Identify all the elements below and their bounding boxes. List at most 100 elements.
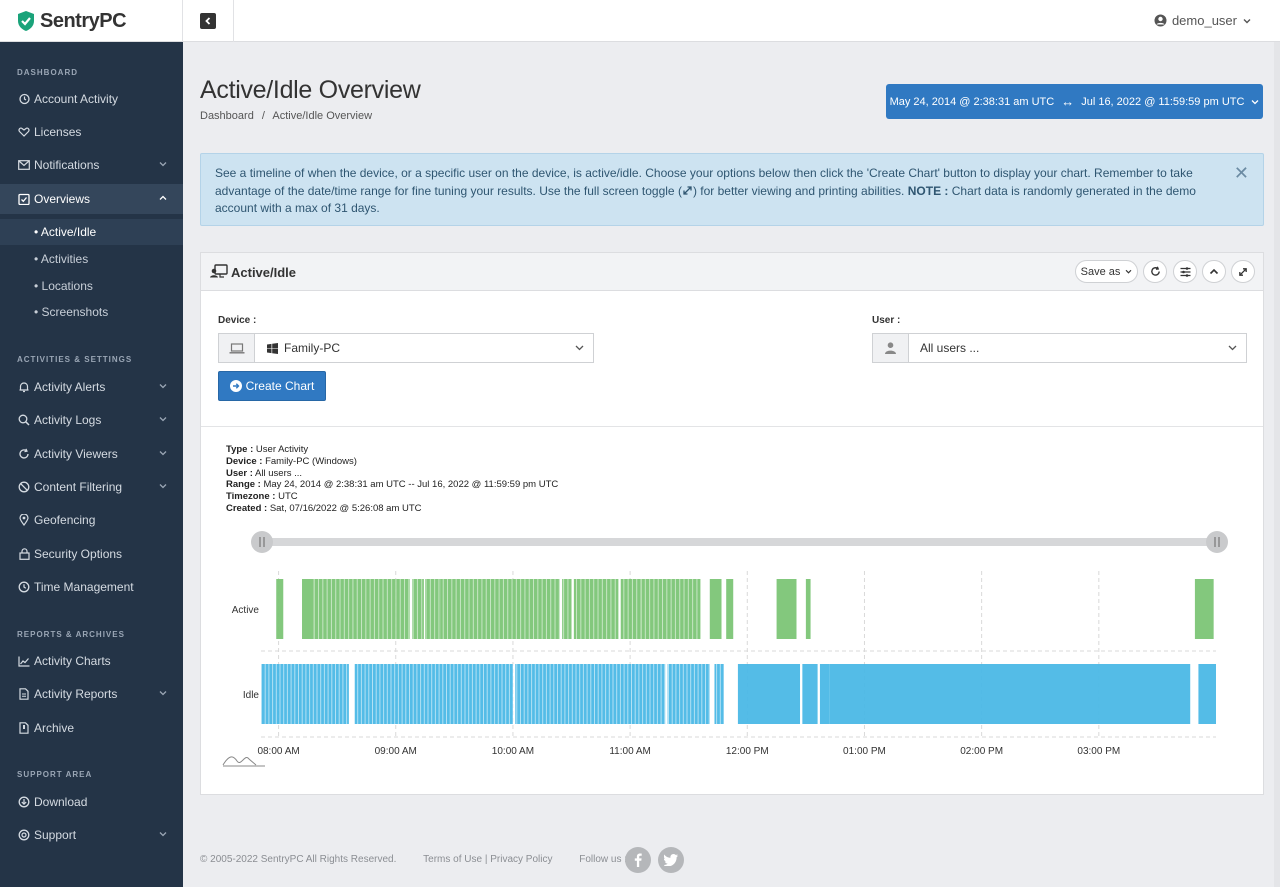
device-select[interactable]: Family-PC <box>218 333 594 363</box>
facebook-button[interactable] <box>625 847 651 873</box>
active-gap <box>528 579 530 639</box>
idle-gap <box>653 664 655 724</box>
sidebar-item-activity-alerts[interactable]: Activity Alerts <box>0 372 183 402</box>
device-label: Device : <box>218 315 257 326</box>
meta-created-value: Sat, 07/16/2022 @ 5:26:08 am UTC <box>267 502 422 514</box>
sidebar-item-account-activity[interactable]: Account Activity <box>0 84 183 114</box>
active-gap <box>640 579 642 639</box>
idle-gap <box>553 664 555 724</box>
range-slider-right-handle[interactable] <box>1206 531 1228 553</box>
settings-button[interactable] <box>1173 260 1197 283</box>
sidebar-item-licenses[interactable]: Licenses <box>0 117 183 147</box>
save-as-button[interactable]: Save as <box>1075 260 1138 283</box>
idle-gap <box>283 664 285 724</box>
active-gap <box>382 579 384 639</box>
idle-gap <box>594 664 595 724</box>
idle-gap <box>549 664 551 724</box>
active-bar <box>276 579 284 639</box>
envelope-icon <box>18 159 30 171</box>
privacy-link[interactable]: Privacy Policy <box>490 854 553 865</box>
create-chart-label: Create Chart <box>245 379 315 393</box>
sidebar-item-activity-reports[interactable]: Activity Reports <box>0 679 183 709</box>
idle-gap <box>675 664 677 724</box>
idle-gap <box>264 664 266 724</box>
active-gap <box>515 579 517 639</box>
sidebar-subitem-locations[interactable]: • Locations <box>34 279 93 293</box>
sidebar-item-activity-viewers[interactable]: Activity Viewers <box>0 439 183 469</box>
sidebar-item-archive[interactable]: Archive <box>0 713 183 743</box>
sidebar-toggle-button[interactable] <box>200 13 216 29</box>
refresh-button[interactable] <box>1143 260 1167 283</box>
active-gap <box>313 579 315 639</box>
idle-gap <box>645 664 647 724</box>
ban-icon <box>18 481 30 493</box>
date-range-button[interactable]: May 24, 2014 @ 2:38:31 am UTC ↔ Jul 16, … <box>886 84 1263 119</box>
active-gap <box>558 579 560 639</box>
active-gap <box>447 579 449 639</box>
shield-logo-icon <box>18 11 34 31</box>
active-gap <box>343 579 345 639</box>
sidebar-item-download[interactable]: Download <box>0 787 183 817</box>
active-gap <box>696 579 698 639</box>
idle-gap <box>438 664 440 724</box>
twitter-button[interactable] <box>658 847 684 873</box>
sidebar-item-activity-charts[interactable]: Activity Charts <box>0 646 183 676</box>
idle-gap <box>434 664 436 724</box>
active-idle-panel: Active/Idle Save as Device : Family-PC U… <box>200 252 1264 795</box>
users-screen-icon <box>210 264 228 278</box>
active-gap <box>459 579 461 639</box>
idle-gap <box>427 664 429 724</box>
active-gap <box>464 579 466 639</box>
idle-bar <box>714 664 724 724</box>
idle-gap <box>586 664 588 724</box>
active-bar <box>726 579 734 639</box>
idle-gap <box>379 664 381 724</box>
idle-gap <box>442 664 444 724</box>
sidebar-item-security-options[interactable]: Security Options <box>0 539 183 569</box>
alert-text-2: ) for better viewing and printing abilit… <box>692 183 908 198</box>
fullscreen-button[interactable] <box>1231 260 1255 283</box>
collapse-button[interactable] <box>1202 260 1226 283</box>
user-circle-icon <box>1154 14 1167 27</box>
row-label-active: Active <box>232 605 260 616</box>
sidebar-item-support[interactable]: Support <box>0 820 183 850</box>
sidebar-subitem-active-idle[interactable]: • Active/Idle <box>0 219 183 245</box>
idle-bar <box>261 664 349 724</box>
terms-link[interactable]: Terms of Use <box>423 854 483 865</box>
chevron-down-icon <box>1251 99 1259 104</box>
create-chart-button[interactable]: Create Chart <box>218 371 326 401</box>
idle-gap <box>582 664 584 724</box>
active-gap <box>666 579 668 639</box>
idle-gap <box>638 664 640 724</box>
active-gap <box>356 579 358 639</box>
idle-gap <box>671 664 673 724</box>
x-tick-label: 11:00 AM <box>609 746 651 757</box>
meta-range-key: Range : <box>226 479 261 491</box>
user-select[interactable]: All users ... <box>872 333 1247 363</box>
idle-bar <box>667 664 710 724</box>
page-scrollbar[interactable] <box>1274 42 1280 887</box>
sidebar-item-time-management[interactable]: Time Management <box>0 572 183 602</box>
logo[interactable]: SentryPC <box>0 0 183 42</box>
breadcrumb-dashboard-link[interactable]: Dashboard <box>200 110 254 122</box>
sidebar-item-content-filtering[interactable]: Content Filtering <box>0 472 183 502</box>
range-slider-left-handle[interactable] <box>251 531 273 553</box>
idle-gap <box>505 664 507 724</box>
sidebar-item-activity-logs[interactable]: Activity Logs <box>0 405 183 435</box>
idle-gap <box>457 664 459 724</box>
active-gap <box>623 579 625 639</box>
idle-gap <box>468 664 470 724</box>
sidebar-item-overviews[interactable]: Overviews <box>0 184 183 214</box>
bell-icon <box>18 381 30 393</box>
close-icon[interactable]: ✕ <box>1233 163 1249 183</box>
sidebar-item-notifications[interactable]: Notifications <box>0 150 183 180</box>
sidebar-item-geofencing[interactable]: Geofencing <box>0 505 183 535</box>
breadcrumb: Dashboard / Active/Idle Overview <box>200 110 372 122</box>
user-menu[interactable]: demo_user <box>1154 13 1252 28</box>
alert-note-text: Chart data is randomly generated in the … <box>215 183 1196 216</box>
sidebar-subitem-screenshots[interactable]: • Screenshots <box>34 305 109 319</box>
active-gap <box>451 579 453 639</box>
sidebar-subitem-activities[interactable]: • Activities <box>34 252 89 266</box>
chevron-down-icon <box>159 451 167 456</box>
idle-gap <box>660 664 662 724</box>
